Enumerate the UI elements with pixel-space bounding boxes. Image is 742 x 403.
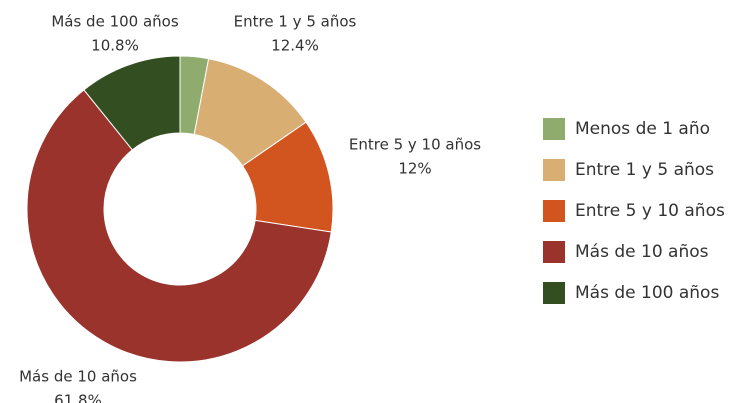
legend-swatch xyxy=(543,200,565,222)
legend-swatch xyxy=(543,282,565,304)
legend-swatch xyxy=(543,159,565,181)
legend-label: Más de 10 años xyxy=(575,242,709,262)
legend-label: Entre 5 y 10 años xyxy=(575,201,725,221)
legend-swatch xyxy=(543,118,565,140)
legend-label: Menos de 1 año xyxy=(575,119,710,139)
slice xyxy=(83,55,181,151)
slice-label: Más de 100 años xyxy=(51,13,179,31)
slice-value: 10.8% xyxy=(91,37,139,55)
legend-label: Más de 100 años xyxy=(575,283,719,303)
slice-value: 12% xyxy=(398,160,431,178)
slice-label: Más de 10 años xyxy=(19,368,137,386)
legend-swatch xyxy=(543,241,565,263)
slice-label: Entre 5 y 10 años xyxy=(349,136,481,154)
slice-value: 12.4% xyxy=(271,37,319,55)
slice-value: 61.8% xyxy=(54,392,102,403)
slice-label: Entre 1 y 5 años xyxy=(234,13,357,31)
slice xyxy=(26,89,332,363)
legend-label: Entre 1 y 5 años xyxy=(575,160,714,180)
